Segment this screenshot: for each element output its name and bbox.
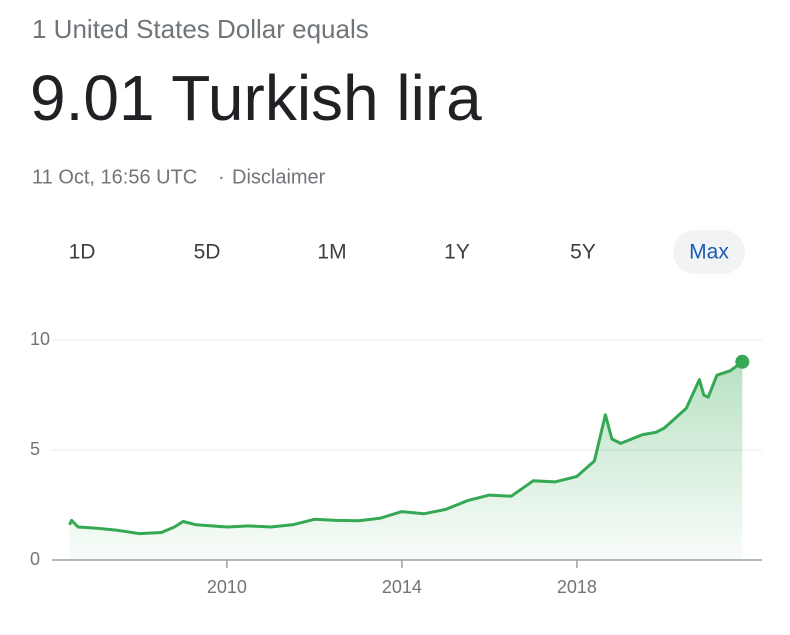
tab[interactable]: 1D <box>69 241 96 264</box>
x-tick-label: 2018 <box>557 577 597 597</box>
y-tick-label: 0 <box>30 549 40 569</box>
tab[interactable]: 1M <box>317 241 346 264</box>
tab[interactable]: 5Y <box>570 241 596 264</box>
line <box>68 360 744 536</box>
tab[interactable]: Max <box>689 241 729 264</box>
y-tick-label: 5 <box>30 439 40 459</box>
area <box>69 361 743 560</box>
tab[interactable]: 5D <box>194 241 221 264</box>
y-tick-label: 10 <box>30 329 50 349</box>
tab[interactable]: 1Y <box>444 241 470 264</box>
end-point <box>735 354 750 369</box>
separator: · <box>218 166 225 188</box>
timestamp: 11 Oct, 16:56 UTC <box>32 166 197 188</box>
tab-selected-bg <box>673 230 745 274</box>
rate-value: 9.01 Turkish lira <box>30 62 482 134</box>
x-tick-label: 2010 <box>207 577 247 597</box>
disclaimer-link[interactable]: Disclaimer <box>232 166 326 188</box>
subtitle: 1 United States Dollar equals <box>32 14 369 44</box>
x-tick-label: 2014 <box>382 577 422 597</box>
